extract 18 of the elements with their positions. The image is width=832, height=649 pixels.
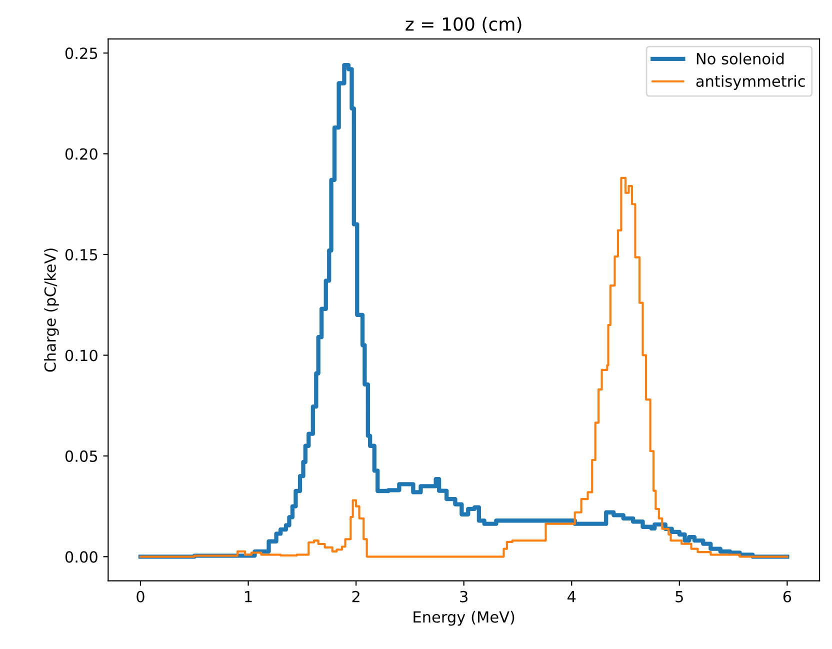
y-tick-label: 0.15	[65, 248, 98, 261]
x-tick-label: 6	[783, 590, 792, 602]
y-axis-title: Charge (pC/keV)	[44, 248, 59, 372]
y-tick-label: 0.00	[65, 551, 98, 563]
chart-title: z = 100 (cm)	[406, 16, 522, 33]
x-tick-label: 1	[245, 591, 252, 602]
x-tick-label: 3	[460, 590, 468, 602]
x-tick-label: 2	[352, 590, 360, 602]
y-tick-label: 0.05	[65, 450, 98, 462]
x-axis-title: Energy (MeV)	[414, 610, 514, 626]
legend-label: antisymmetric	[696, 75, 805, 90]
y-tick-label: 0.20	[65, 148, 98, 160]
x-tick-label: 5	[676, 591, 683, 602]
y-tick-label: 0.25	[65, 48, 98, 60]
x-tick-label: 4	[568, 591, 576, 602]
x-tick-label: 0	[136, 590, 144, 602]
y-tick-label: 0.10	[65, 350, 98, 362]
legend-label: No solenoid	[696, 52, 784, 65]
